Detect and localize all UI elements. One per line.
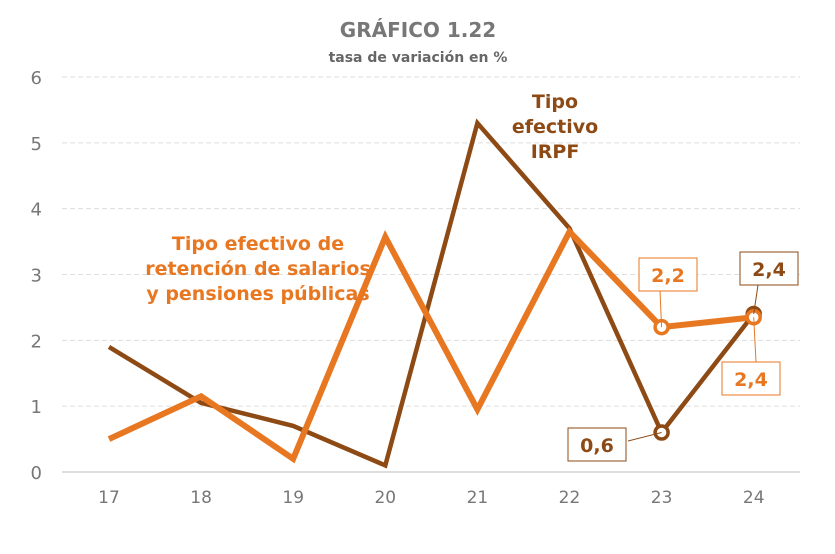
y-tick-label: 6	[31, 68, 42, 89]
x-tick-label: 17	[98, 488, 120, 508]
series-label: efectivo	[512, 116, 598, 138]
callout-box	[567, 427, 627, 462]
chart-title: GRÁFICO 1.22	[340, 18, 496, 42]
callout-leader	[627, 432, 662, 442]
callout-box	[638, 257, 698, 292]
x-tick-label: 18	[190, 488, 212, 508]
series-label: Tipo	[532, 91, 578, 113]
callout-leader	[659, 290, 663, 328]
series-line	[107, 226, 755, 464]
callout-leader	[753, 284, 759, 315]
data-label: 2,4	[752, 259, 786, 281]
x-tick-label: 20	[374, 488, 396, 508]
x-tick-label: 23	[651, 488, 673, 508]
data-label: 2,2	[651, 265, 685, 287]
series-label: retención de salarios	[145, 258, 371, 280]
callout-box	[721, 361, 781, 396]
y-tick-label: 5	[31, 134, 42, 155]
data-label: 0,6	[580, 435, 614, 457]
x-tick-label: 21	[467, 488, 489, 508]
y-tick-label: 3	[31, 266, 42, 287]
callout-leader	[753, 317, 757, 363]
series-label: y pensiones públicas	[146, 283, 369, 305]
data-label: 2,4	[734, 369, 768, 391]
chart-subtitle: tasa de variación en %	[329, 50, 508, 66]
y-tick-label: 4	[31, 200, 42, 221]
x-tick-label: 24	[743, 488, 765, 508]
y-tick-label: 0	[31, 463, 42, 484]
y-tick-label: 2	[31, 331, 42, 352]
callout-box	[739, 251, 799, 286]
series-label: IRPF	[531, 141, 580, 163]
x-tick-label: 22	[559, 488, 581, 508]
y-tick-label: 1	[31, 397, 42, 418]
x-tick-label: 19	[282, 488, 304, 508]
series-label: Tipo efectivo de	[172, 233, 344, 255]
